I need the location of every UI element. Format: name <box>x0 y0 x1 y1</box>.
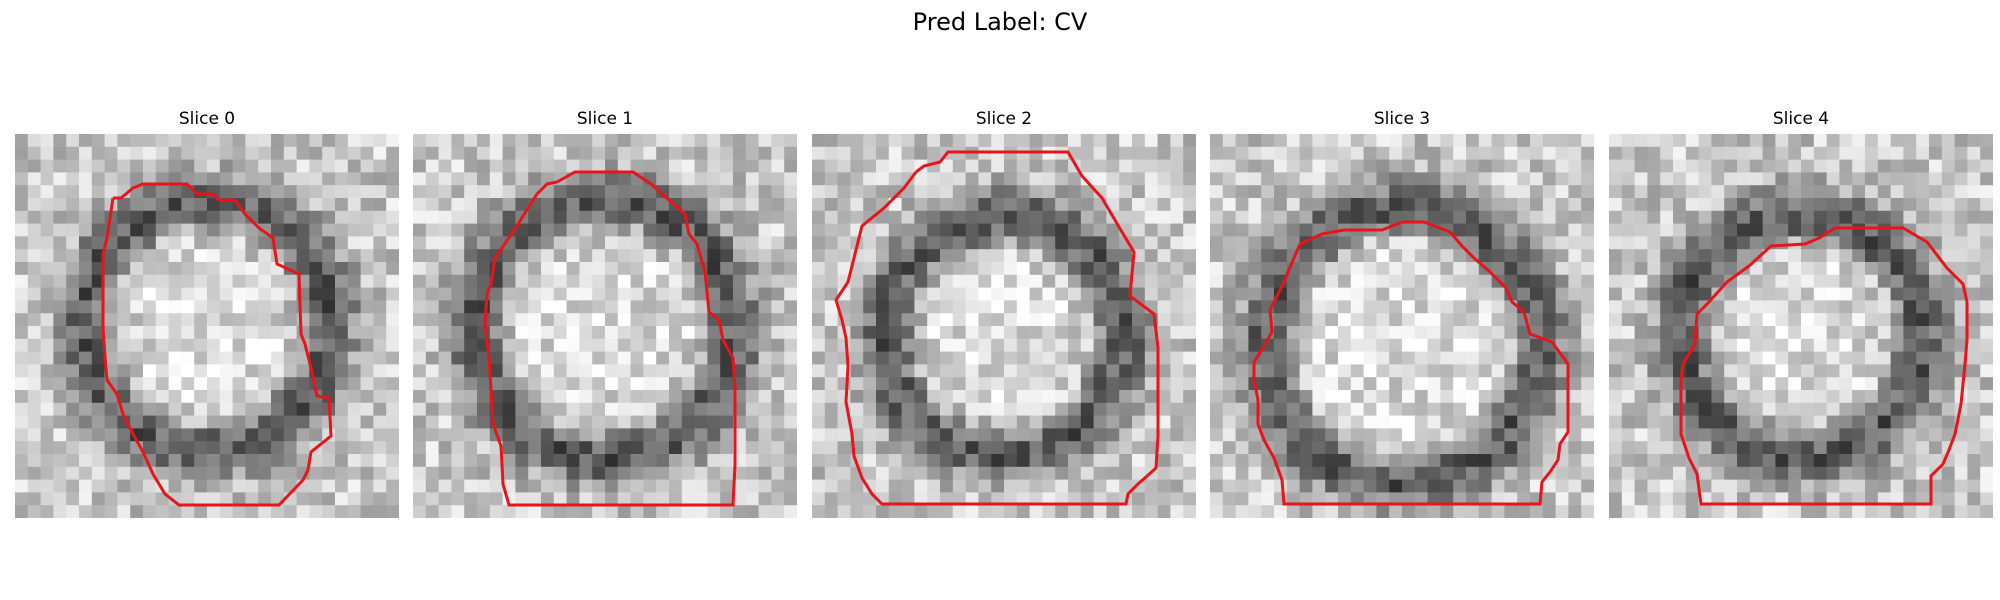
slice-3-image <box>1210 134 1594 518</box>
slice-3-pixels <box>1210 134 1594 518</box>
slice-1-pixels <box>413 134 797 518</box>
slice-1-contour <box>483 170 737 507</box>
slice-panel-3: Slice 3 <box>1210 108 1594 518</box>
slice-panel-0: Slice 0 <box>15 108 399 518</box>
slice-0-pixels <box>15 134 399 518</box>
slice-0-contour <box>101 182 333 507</box>
slice-4-title: Slice 4 <box>1772 109 1830 129</box>
slice-2-image <box>812 134 1196 518</box>
slice-panel-1: Slice 1 <box>413 108 797 518</box>
slice-2-pixels <box>812 134 1196 518</box>
slice-1-image <box>413 134 797 518</box>
slice-2-title: Slice 2 <box>975 109 1033 129</box>
slice-4-pixels <box>1609 134 1993 518</box>
slice-3-contour <box>1252 220 1570 506</box>
slice-0-title: Slice 0 <box>178 109 236 129</box>
slice-1-title: Slice 1 <box>576 109 634 129</box>
slice-0-image <box>15 134 399 518</box>
slice-3-title: Slice 3 <box>1373 109 1431 129</box>
slice-panel-4: Slice 4 <box>1609 108 1993 518</box>
slice-panel-2: Slice 2 <box>812 108 1196 518</box>
figure-title: Pred Label: CV <box>912 8 1088 36</box>
slice-2-contour <box>834 150 1160 506</box>
slice-4-contour <box>1679 226 1969 506</box>
slice-4-image <box>1609 134 1993 518</box>
